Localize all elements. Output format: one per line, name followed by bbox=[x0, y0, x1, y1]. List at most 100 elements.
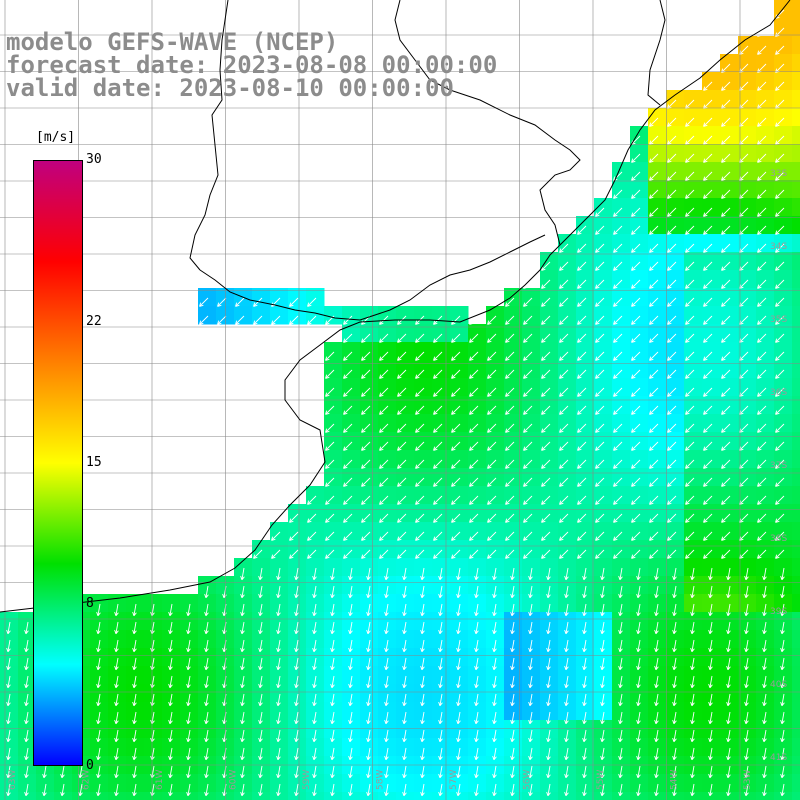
wind-cell bbox=[468, 666, 487, 685]
wind-arrow bbox=[114, 639, 119, 653]
wind-arrow bbox=[510, 747, 515, 761]
wind-arrow bbox=[721, 261, 731, 271]
wind-arrow bbox=[703, 315, 713, 325]
wind-cell bbox=[612, 180, 631, 199]
wind-arrow bbox=[384, 675, 389, 689]
wind-cell bbox=[756, 342, 775, 361]
wind-cell bbox=[324, 558, 343, 577]
wind-cell bbox=[648, 180, 667, 199]
wind-cell bbox=[324, 414, 343, 433]
wind-cell bbox=[630, 540, 649, 559]
wind-cell bbox=[792, 594, 800, 613]
wind-cell bbox=[342, 648, 361, 667]
wind-cell bbox=[198, 774, 217, 793]
wind-cell bbox=[288, 612, 307, 631]
wind-arrow bbox=[330, 765, 335, 779]
wind-arrow bbox=[276, 693, 281, 707]
wind-arrow bbox=[636, 639, 641, 653]
wind-cell bbox=[612, 198, 631, 217]
wind-cell bbox=[90, 702, 109, 721]
wind-arrow bbox=[361, 333, 371, 343]
wind-arrow bbox=[649, 459, 659, 469]
wind-arrow bbox=[685, 513, 695, 523]
wind-arrow bbox=[276, 765, 281, 779]
colorbar-tick-label: 22 bbox=[86, 313, 102, 329]
wind-cell bbox=[594, 342, 613, 361]
wind-cell bbox=[594, 360, 613, 379]
wind-cell bbox=[306, 720, 325, 739]
wind-arrow bbox=[402, 603, 407, 617]
wind-arrow bbox=[618, 603, 623, 617]
wind-arrow bbox=[402, 657, 407, 671]
wind-arrow bbox=[780, 657, 785, 671]
wind-arrow bbox=[384, 765, 389, 779]
wind-arrow bbox=[258, 567, 263, 581]
wind-arrow bbox=[330, 639, 335, 653]
wind-arrow bbox=[487, 333, 497, 343]
wind-cell bbox=[576, 576, 595, 595]
wind-arrow bbox=[600, 639, 605, 653]
wind-cell bbox=[18, 648, 37, 667]
wind-arrow bbox=[240, 747, 245, 761]
wind-cell bbox=[720, 396, 739, 415]
wind-arrow bbox=[726, 567, 731, 581]
wind-cell bbox=[0, 702, 19, 721]
wind-arrow bbox=[487, 315, 497, 325]
wind-arrow bbox=[618, 747, 623, 761]
wind-arrow bbox=[325, 351, 335, 361]
wind-arrow bbox=[451, 387, 461, 397]
wind-arrow bbox=[523, 423, 533, 433]
wind-arrow bbox=[541, 531, 551, 541]
wind-cell bbox=[360, 648, 379, 667]
wind-cell bbox=[666, 144, 685, 163]
wind-arrow bbox=[721, 189, 731, 199]
wind-cell bbox=[792, 162, 800, 181]
wind-cell bbox=[576, 702, 595, 721]
wind-cell bbox=[576, 324, 595, 343]
wind-arrow bbox=[726, 783, 731, 797]
wind-arrow bbox=[523, 387, 533, 397]
wind-cell bbox=[342, 342, 361, 361]
wind-cell bbox=[666, 792, 685, 800]
wind-arrow bbox=[294, 783, 299, 797]
wind-arrow bbox=[690, 783, 695, 797]
wind-cell bbox=[270, 630, 289, 649]
wind-cell bbox=[792, 630, 800, 649]
wind-arrow bbox=[577, 297, 587, 307]
wind-arrow bbox=[541, 441, 551, 451]
wind-arrow bbox=[294, 729, 299, 743]
wind-arrow bbox=[469, 549, 479, 559]
wind-cell bbox=[450, 684, 469, 703]
wind-cell bbox=[396, 486, 415, 505]
wind-arrow bbox=[474, 567, 479, 581]
wind-arrow bbox=[348, 657, 353, 671]
wind-arrow bbox=[541, 297, 551, 307]
wind-arrow bbox=[685, 207, 695, 217]
wind-arrow bbox=[690, 711, 695, 725]
wind-cell bbox=[630, 774, 649, 793]
lon-label: 54W bbox=[670, 770, 680, 790]
wind-cell bbox=[648, 738, 667, 757]
wind-cell bbox=[648, 234, 667, 253]
wind-cell bbox=[252, 720, 271, 739]
wind-cell bbox=[288, 540, 307, 559]
wind-cell bbox=[450, 630, 469, 649]
wind-arrow bbox=[559, 441, 569, 451]
wind-cell bbox=[666, 576, 685, 595]
wind-arrow bbox=[402, 765, 407, 779]
wind-arrow bbox=[528, 621, 533, 635]
wind-arrow bbox=[397, 513, 407, 523]
wind-arrow bbox=[96, 747, 101, 761]
wind-arrow bbox=[492, 603, 497, 617]
wind-cell bbox=[540, 594, 559, 613]
wind-cell bbox=[234, 594, 253, 613]
wind-cell bbox=[666, 468, 685, 487]
wind-cell bbox=[540, 504, 559, 523]
wind-arrow bbox=[559, 459, 569, 469]
wind-arrow bbox=[204, 711, 209, 725]
wind-cell bbox=[324, 576, 343, 595]
wind-cell bbox=[792, 720, 800, 739]
wind-cell bbox=[558, 288, 577, 307]
wind-arrow bbox=[523, 333, 533, 343]
wind-cell bbox=[522, 594, 541, 613]
